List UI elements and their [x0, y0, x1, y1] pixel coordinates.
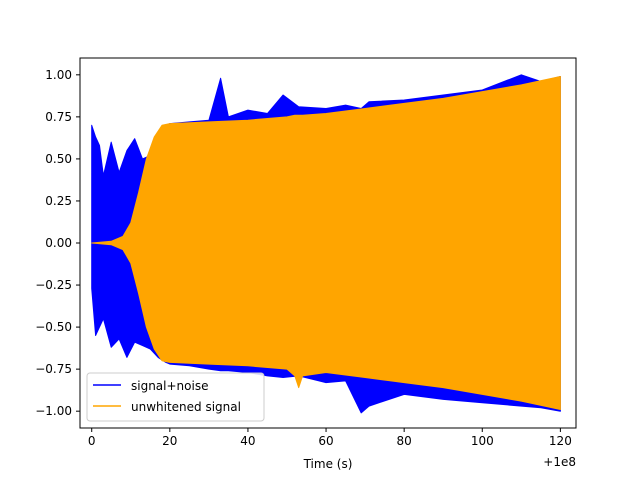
y-tick-label-3: −0.25	[35, 278, 72, 292]
x-tick-label-3: 60	[318, 434, 333, 448]
y-tick-label-0: −1.00	[35, 404, 72, 418]
x-tick-label-0: 0	[88, 434, 96, 448]
y-tick-label-2: −0.50	[35, 320, 72, 334]
y-tick-label-6: 0.50	[45, 152, 72, 166]
series-unwhitened-signal-area	[91, 76, 561, 410]
legend: signal+noise unwhitened signal	[86, 372, 265, 422]
x-axis-label: Time (s)	[303, 457, 353, 471]
x-tick-label-4: 80	[397, 434, 412, 448]
x-axis: 0 20 40 60 80 100 120	[88, 428, 572, 448]
y-tick-label-7: 0.75	[45, 110, 72, 124]
x-tick-label-6: 120	[549, 434, 572, 448]
y-tick-label-1: −0.75	[35, 362, 72, 376]
y-tick-label-8: 1.00	[45, 68, 72, 82]
legend-label-unwhitened-signal: unwhitened signal	[131, 400, 241, 414]
x-offset-label: +1e8	[543, 455, 576, 469]
x-tick-label-2: 40	[240, 434, 255, 448]
legend-box	[86, 372, 265, 422]
y-tick-label-5: 0.25	[45, 194, 72, 208]
legend-label-signal-noise: signal+noise	[131, 379, 208, 393]
y-tick-label-4: 0.00	[45, 236, 72, 250]
x-tick-label-5: 100	[471, 434, 494, 448]
series-layer	[91, 74, 561, 414]
y-axis: −1.00 −0.75 −0.50 −0.25 0.00 0.25 0.50 0.75 1.00	[35, 68, 80, 418]
x-tick-label-1: 20	[162, 434, 177, 448]
